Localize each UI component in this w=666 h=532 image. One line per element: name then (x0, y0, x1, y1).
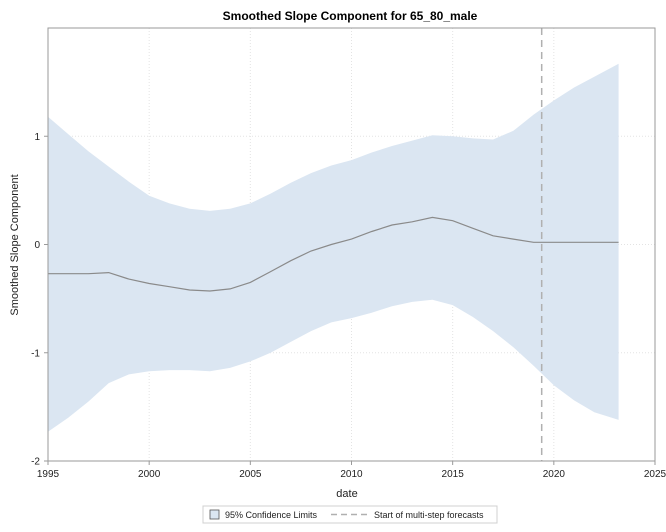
legend-swatch-band (209, 509, 220, 520)
legend-label-forecast: Start of multi-step forecasts (374, 510, 484, 520)
x-tick-label: 2015 (442, 469, 465, 480)
line-layer (48, 28, 619, 461)
y-tick-label: -1 (31, 348, 40, 359)
x-axis-title: date (336, 488, 357, 500)
axis-layer: 1995 2000 2005 2010 2015 2020 2025 -2 -1 0 1 (31, 132, 666, 480)
chart-title: Smoothed Slope Component for 65_80_male (223, 9, 478, 23)
x-tick-label: 2010 (340, 469, 363, 480)
smoothed-slope-line (48, 216, 619, 292)
x-tick-label: 2025 (644, 469, 666, 480)
y-axis-title: Smoothed Slope Component (9, 174, 21, 315)
x-tick-label: 2000 (138, 469, 161, 480)
legend-box (202, 505, 498, 524)
confidence-band (48, 63, 619, 432)
y-tick-label: 1 (34, 132, 40, 143)
legend-label-band: 95% Confidence Limits (225, 510, 318, 520)
y-tick-label: 0 (34, 240, 40, 251)
x-tick-label: 2020 (543, 469, 566, 480)
y-tick-label: -2 (31, 457, 40, 468)
x-tick-label: 1995 (37, 469, 60, 480)
legend: 95% Confidence Limits Start of multi-step… (202, 505, 498, 524)
confidence-band-layer (48, 63, 619, 432)
x-tick-label: 2005 (239, 469, 262, 480)
